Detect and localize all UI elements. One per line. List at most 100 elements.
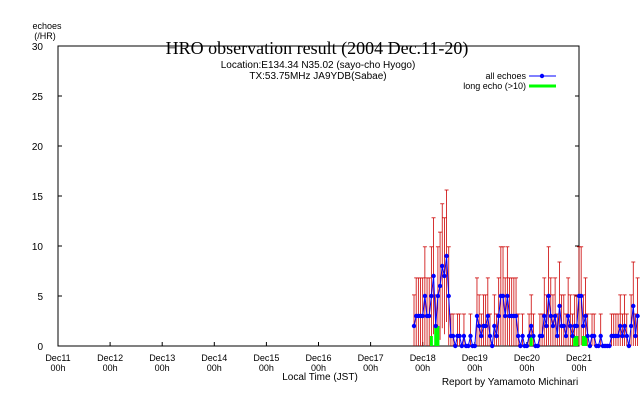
all-echoes-point — [472, 343, 477, 349]
x-tick-sublabel: 00h — [207, 363, 222, 373]
x-tick-label: Dec13 — [149, 353, 175, 363]
x-tick-label: Dec12 — [97, 353, 123, 363]
y-tick-label: 20 — [32, 142, 44, 153]
all-echoes-point — [427, 313, 432, 319]
all-echoes-point — [520, 333, 525, 339]
all-echoes-point — [503, 313, 508, 319]
y-tick-label: 30 — [32, 42, 44, 53]
x-axis-label: Local Time (JST) — [282, 372, 358, 383]
all-echoes-point — [490, 343, 495, 349]
legend-marker-all — [539, 73, 545, 79]
x-tick-label: Dec15 — [253, 353, 279, 363]
y-axis-ticks: 0 5 10 15 20 25 30 — [32, 42, 579, 353]
all-echoes-point — [461, 333, 467, 339]
y-tick-label: 25 — [32, 92, 44, 103]
x-tick-label: Dec17 — [358, 353, 384, 363]
y-tick-label: 0 — [37, 342, 43, 353]
all-echoes-point — [516, 333, 521, 339]
all-echoes-point — [544, 323, 549, 329]
x-tick-sublabel: 00h — [519, 363, 534, 373]
x-tick-label: Dec20 — [514, 353, 540, 363]
x-tick-sublabel: 00h — [311, 363, 326, 373]
all-echoes-point — [435, 293, 441, 299]
all-echoes-point — [531, 333, 536, 339]
all-echoes-point — [563, 333, 569, 339]
all-echoes-point — [420, 313, 425, 319]
all-echoes-point — [494, 333, 499, 339]
all-echoes-point — [587, 343, 593, 349]
all-echoes-point — [450, 333, 456, 339]
x-tick-sublabel: 00h — [415, 363, 430, 373]
all-echoes-point — [548, 313, 553, 319]
y-tick-label: 15 — [32, 192, 44, 203]
all-echoes-point — [574, 323, 579, 329]
all-echoes-point — [431, 273, 436, 279]
all-echoes-point — [633, 333, 638, 339]
all-echoes-point — [596, 343, 601, 349]
all-echoes-point — [437, 283, 443, 289]
all-echoes-point — [500, 293, 506, 299]
all-echoes-point — [624, 333, 629, 339]
all-echoes-point — [565, 313, 571, 319]
chart-subtitle-tx: TX:53.75MHz JA9YDB(Sabae) — [249, 71, 386, 82]
all-echoes-point — [440, 263, 445, 269]
all-echoes-point — [555, 333, 560, 339]
x-tick-label: Dec21 — [566, 353, 592, 363]
all-echoes-point — [524, 343, 530, 349]
all-echoes-point — [626, 343, 632, 349]
all-echoes-point — [446, 293, 451, 299]
all-echoes-point — [635, 313, 640, 319]
all-echoes-point — [411, 323, 417, 329]
all-echoes-point — [526, 333, 532, 339]
all-echoes-point — [487, 333, 493, 339]
x-tick-sublabel: 00h — [363, 363, 378, 373]
x-tick-sublabel: 00h — [103, 363, 118, 373]
x-tick-sublabel: 00h — [50, 363, 65, 373]
all-echoes-point — [535, 343, 540, 349]
all-echoes-point — [459, 343, 464, 349]
x-tick-label: Dec19 — [462, 353, 488, 363]
all-echoes-point — [579, 293, 584, 299]
y-axis-label-line2: (/HR) — [34, 31, 56, 41]
all-echoes-point — [585, 333, 590, 339]
x-tick-label: Dec11 — [45, 353, 70, 363]
all-echoes-point — [453, 343, 458, 349]
error-bars — [412, 189, 640, 346]
all-echoes-point — [492, 323, 497, 329]
all-echoes-point — [607, 343, 612, 349]
all-echoes-point — [429, 293, 434, 299]
all-echoes-point — [557, 303, 562, 309]
x-tick-label: Dec14 — [201, 353, 227, 363]
y-axis-label-line1: echoes — [32, 21, 62, 31]
x-tick-sublabel: 00h — [467, 363, 482, 373]
x-tick-label: Dec16 — [305, 353, 331, 363]
all-echoes-point — [583, 313, 588, 319]
all-echoes-point — [615, 333, 621, 339]
legend-label-long: long echo (>10) — [463, 81, 526, 91]
chart-title: HRO observation result (2004 Dec.11-20) — [166, 38, 469, 59]
all-echoes-point — [539, 333, 545, 339]
all-echoes-point — [466, 343, 471, 349]
x-tick-sublabel: 00h — [155, 363, 170, 373]
all-echoes-point — [631, 303, 636, 309]
all-echoes-point — [442, 273, 447, 279]
x-axis-ticks: Dec1100hDec1200hDec1300hDec1400hDec1500h… — [45, 342, 592, 373]
all-echoes-point — [550, 323, 556, 329]
x-tick-sublabel: 00h — [259, 363, 274, 373]
all-echoes-point — [513, 313, 519, 319]
all-echoes-point — [518, 343, 523, 349]
long-echo-series — [429, 326, 588, 346]
all-echoes-point — [457, 333, 462, 339]
all-echoes-point — [505, 293, 510, 299]
all-echoes-line — [413, 255, 639, 347]
all-echoes-point — [570, 333, 575, 339]
all-echoes-point — [546, 293, 551, 299]
all-echoes-point — [542, 313, 547, 319]
all-echoes-point — [479, 333, 484, 339]
all-echoes-point — [485, 313, 490, 319]
y-tick-label: 10 — [32, 242, 44, 253]
y-tick-label: 5 — [37, 292, 43, 303]
all-echoes-point — [433, 323, 438, 329]
all-echoes-point — [592, 333, 597, 339]
